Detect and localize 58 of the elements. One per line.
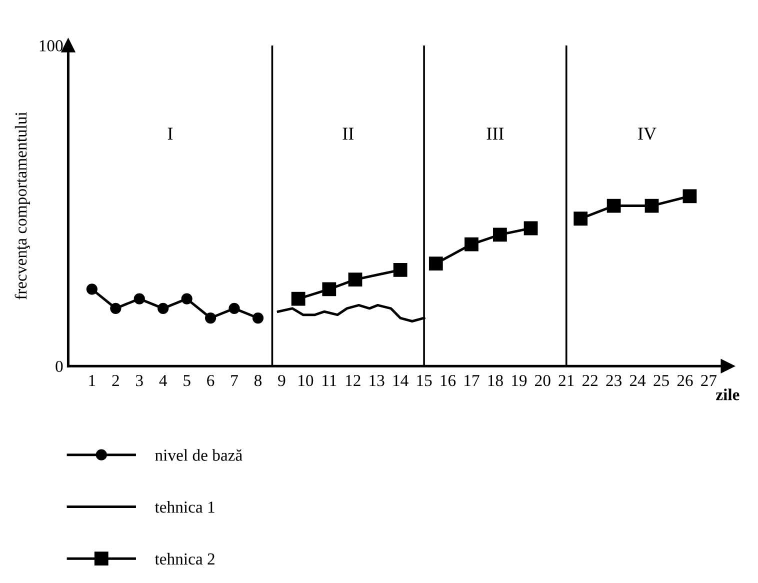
x-tick-label: 23 (606, 374, 622, 386)
x-tick-label: 27 (701, 374, 717, 386)
x-tick-label: 3 (136, 374, 143, 386)
x-tick-label: 15 (417, 375, 432, 386)
annotation: II (342, 128, 354, 140)
x-tick-label: 14 (393, 375, 408, 386)
legend-label: tehnica 2 (154, 552, 214, 565)
point (204, 312, 216, 324)
x-tick-label: 22 (582, 374, 598, 386)
x-tick-label: 5 (184, 375, 190, 386)
point (181, 293, 192, 304)
legend-label: tehnica 1 (154, 501, 214, 513)
x-tick-label: 12 (346, 374, 360, 386)
annotation: I (168, 128, 173, 140)
point (393, 262, 408, 277)
point (428, 256, 443, 270)
y-axis-title: frecvenţa comportamentului (14, 112, 30, 300)
x-tick-label: 2 (112, 374, 119, 386)
x-tick-label: 16 (440, 374, 456, 386)
point (348, 272, 362, 286)
x-tick-label: 4 (159, 375, 168, 386)
annotation: III (486, 128, 504, 140)
y-tick-label: 0 (56, 360, 63, 372)
point (86, 284, 98, 295)
point (252, 312, 264, 324)
x-tick-label: 20 (535, 374, 550, 386)
x-tick-label: 13 (370, 374, 384, 386)
x-tick-label: 11 (322, 375, 336, 386)
annotation: IV (638, 128, 656, 140)
point (493, 228, 507, 242)
x-tick-label: 24 (630, 374, 646, 386)
point (464, 237, 478, 252)
x-tick-label: 19 (512, 374, 527, 386)
x-tick-label: 1 (89, 375, 96, 386)
x-axis-title: zile (716, 388, 740, 400)
x-tick-label: 10 (298, 374, 314, 386)
x-tick-label: 26 (677, 374, 693, 386)
x-tick-label: 8 (254, 374, 262, 386)
x-tick-label: 7 (231, 375, 238, 386)
point (606, 198, 621, 213)
point (524, 221, 538, 236)
point (134, 293, 145, 304)
point (110, 302, 122, 314)
point (228, 302, 240, 314)
x-tick-label: 25 (654, 374, 669, 386)
x-tick-label: 18 (488, 374, 503, 386)
y-tick-label: 100 (40, 40, 63, 52)
point (158, 302, 169, 314)
x-tick-label: 17 (464, 375, 480, 386)
point (682, 189, 697, 204)
point (574, 212, 588, 226)
legend-label: nivel de bază (155, 449, 242, 461)
point (291, 292, 306, 306)
x-tick-label: 6 (207, 374, 214, 386)
x-tick-label: 9 (278, 374, 286, 386)
point (644, 198, 659, 213)
x-tick-label: 21 (558, 374, 574, 386)
point (322, 282, 336, 296)
